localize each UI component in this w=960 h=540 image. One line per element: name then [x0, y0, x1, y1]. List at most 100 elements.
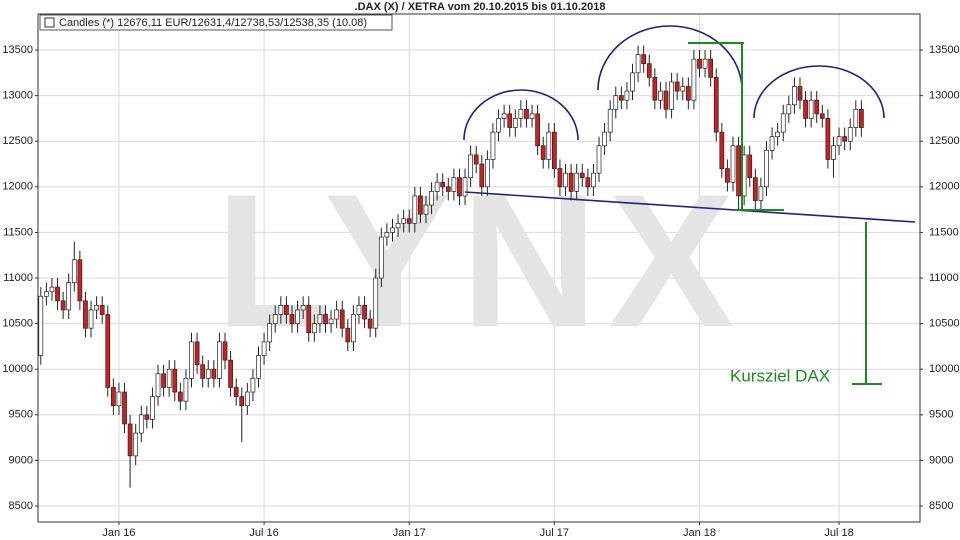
candle-body — [144, 414, 150, 420]
candle-body — [256, 355, 261, 379]
candle-body — [49, 286, 55, 293]
candle-body — [473, 154, 479, 165]
candle-body — [429, 191, 434, 206]
candle-body — [300, 305, 306, 311]
candle-body — [317, 314, 323, 324]
x-tick-label: Jan 18 — [683, 527, 716, 539]
candle-body — [401, 218, 406, 224]
candle-body — [490, 131, 496, 160]
candle-body — [373, 277, 379, 329]
watermark: LYNX — [215, 155, 744, 367]
candle-body — [367, 318, 373, 329]
candle-body — [719, 131, 725, 169]
y-tick-label: 10500 — [2, 318, 33, 330]
candle-body — [641, 54, 647, 65]
candle-body — [669, 81, 674, 110]
y-tick-label: 12000 — [2, 181, 33, 193]
candle-body — [825, 118, 831, 160]
candle-body — [462, 177, 468, 197]
legend-icon — [44, 17, 55, 28]
candle-body — [702, 58, 708, 69]
candle-body — [412, 195, 418, 224]
legend-box — [39, 14, 393, 31]
y-tick-label: 13000 — [2, 90, 33, 102]
candle-body — [284, 305, 289, 315]
candle-body — [71, 259, 77, 283]
candle-body — [161, 373, 166, 388]
candle-body — [356, 305, 362, 315]
candle-body — [540, 145, 546, 160]
y-tick-label-right: 13000 — [929, 90, 960, 102]
chart-title: .DAX (X) / XETRA vom 20.10.2015 bis 01.1… — [355, 1, 606, 13]
candle-body — [105, 314, 111, 388]
candle-body — [272, 314, 278, 324]
candle-body — [685, 86, 691, 101]
candle-body — [311, 323, 317, 334]
candle-body — [362, 305, 367, 320]
candle-body — [730, 145, 736, 183]
candle-body — [250, 378, 256, 393]
x-tick-label: Jul 16 — [249, 527, 278, 539]
candle-body — [552, 131, 557, 169]
y-tick-label: 11500 — [3, 226, 33, 238]
x-tick-label: Jan 16 — [102, 527, 135, 539]
candle-body — [44, 291, 49, 297]
candle-body — [602, 131, 607, 147]
x-tick-label: Jul 18 — [824, 527, 853, 539]
candle-body — [189, 341, 194, 379]
candle-body — [512, 118, 518, 128]
candle-body — [351, 314, 356, 343]
candle-body — [764, 149, 769, 188]
candle-body — [507, 113, 513, 128]
candle-body — [847, 127, 853, 142]
candle-body — [323, 314, 328, 324]
candle-body — [468, 154, 473, 179]
candle-body — [339, 309, 345, 329]
candle-body — [518, 108, 524, 119]
candle-body — [239, 396, 245, 407]
candle-body — [418, 195, 423, 215]
candle-body — [803, 99, 808, 119]
candle-body — [66, 282, 72, 311]
candle-body — [434, 181, 440, 192]
y-tick-label: 10000 — [2, 363, 33, 375]
x-tick-label: Jul 17 — [540, 527, 569, 539]
candle-body — [808, 99, 814, 119]
candle-body — [267, 323, 273, 343]
candle-body — [228, 359, 233, 388]
candle-body — [94, 305, 99, 311]
candle-body — [652, 77, 658, 101]
candle-body — [574, 172, 580, 192]
candle-body — [842, 136, 847, 142]
candle-body — [222, 341, 228, 361]
target-label: Kursziel DAX — [730, 366, 830, 385]
candle-body — [725, 168, 730, 183]
y-tick-label-right: 10000 — [929, 363, 960, 375]
candle-body — [261, 341, 267, 356]
y-tick-label-right: 8500 — [929, 500, 953, 512]
candle-body — [780, 113, 786, 133]
candle-body — [127, 423, 133, 457]
candle-body — [328, 318, 334, 324]
y-tick-label: 9500 — [9, 409, 33, 421]
candle-body — [83, 300, 88, 329]
y-tick-label-right: 10500 — [929, 318, 960, 330]
candle-body — [797, 86, 803, 101]
candle-body — [138, 414, 144, 434]
candle-body — [395, 222, 401, 229]
candle-body — [708, 58, 714, 78]
candle-body — [769, 136, 775, 151]
candle-body — [613, 95, 619, 110]
candle-body — [546, 131, 552, 160]
y-tick-label-right: 12500 — [929, 135, 960, 147]
candle-body — [736, 145, 741, 197]
y-tick-label: 12500 — [2, 135, 33, 147]
y-tick-label: 8500 — [9, 500, 33, 512]
candle-body — [568, 172, 574, 192]
candle-body — [786, 104, 792, 115]
candle-body — [278, 305, 284, 315]
candle-body — [535, 113, 540, 147]
candle-body — [406, 218, 412, 224]
candle-body — [38, 295, 44, 356]
